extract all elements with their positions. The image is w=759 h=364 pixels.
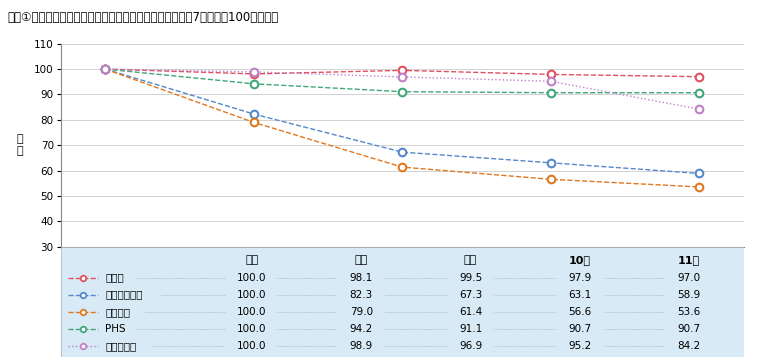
Text: 10年: 10年 <box>569 255 591 265</box>
Text: 98.9: 98.9 <box>350 341 373 351</box>
Text: 53.6: 53.6 <box>678 307 701 317</box>
FancyBboxPatch shape <box>61 247 744 357</box>
Text: 96.9: 96.9 <box>459 341 482 351</box>
Text: 61.4: 61.4 <box>459 307 482 317</box>
Text: 82.3: 82.3 <box>350 290 373 300</box>
Text: 97.0: 97.0 <box>678 273 701 282</box>
Text: ７年: ７年 <box>245 255 259 265</box>
Text: 94.2: 94.2 <box>350 324 373 334</box>
Text: 67.3: 67.3 <box>459 290 482 300</box>
Text: 100.0: 100.0 <box>238 307 266 317</box>
Text: 移動通信全体: 移動通信全体 <box>105 290 143 300</box>
Text: 63.1: 63.1 <box>568 290 591 300</box>
Text: 99.5: 99.5 <box>459 273 482 282</box>
Text: 79.0: 79.0 <box>350 307 373 317</box>
Text: 98.1: 98.1 <box>350 273 373 282</box>
Text: 90.7: 90.7 <box>678 324 701 334</box>
Text: ８年: ８年 <box>354 255 368 265</box>
Text: 56.6: 56.6 <box>568 307 591 317</box>
Text: 95.2: 95.2 <box>568 341 591 351</box>
Text: 携帯電話: 携帯電話 <box>105 307 130 317</box>
Text: 90.7: 90.7 <box>568 324 591 334</box>
Text: 図表①　企業向けサービス価格指数（移動通信）の推移（7年平均を100とする）: 図表① 企業向けサービス価格指数（移動通信）の推移（7年平均を100とする） <box>8 11 279 24</box>
Text: 100.0: 100.0 <box>238 341 266 351</box>
Text: 指
数: 指 数 <box>17 134 23 156</box>
Text: 97.9: 97.9 <box>568 273 591 282</box>
Text: 91.1: 91.1 <box>459 324 482 334</box>
Text: 11年: 11年 <box>678 255 701 265</box>
Text: 84.2: 84.2 <box>678 341 701 351</box>
Text: 総平均: 総平均 <box>105 273 124 282</box>
Text: PHS: PHS <box>105 324 126 334</box>
Text: 100.0: 100.0 <box>238 273 266 282</box>
Text: ９年: ９年 <box>464 255 477 265</box>
Text: 100.0: 100.0 <box>238 324 266 334</box>
Text: 100.0: 100.0 <box>238 290 266 300</box>
Text: 無線呼出し: 無線呼出し <box>105 341 137 351</box>
Text: 58.9: 58.9 <box>678 290 701 300</box>
